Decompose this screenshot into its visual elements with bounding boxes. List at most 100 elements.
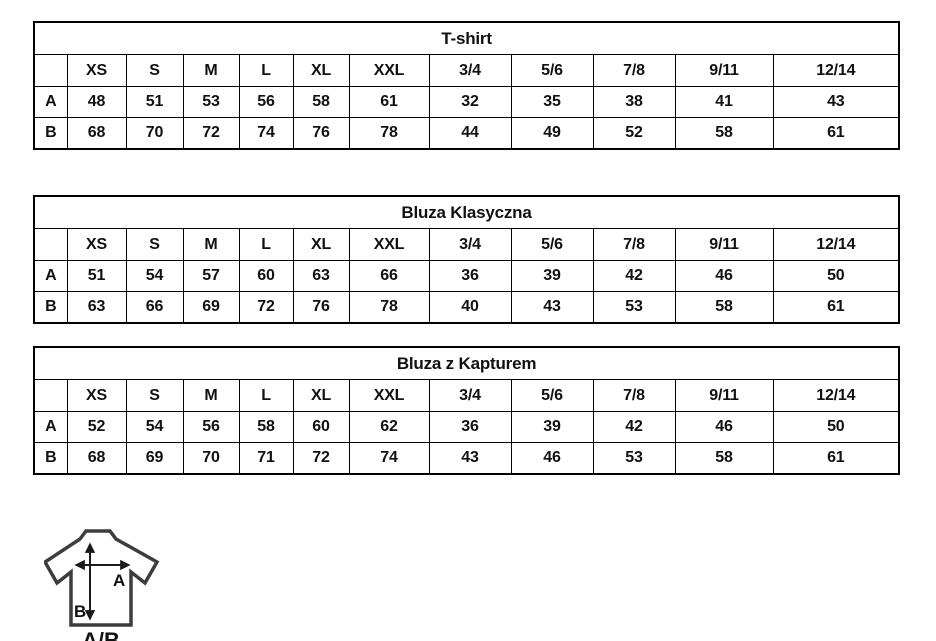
size-value: 57 (182, 260, 240, 292)
size-value: 43 (428, 442, 512, 475)
size-value: 53 (182, 86, 240, 118)
size-value: 46 (674, 411, 774, 443)
size-value: 60 (292, 411, 350, 443)
size-value: 40 (428, 291, 512, 324)
size-value: 39 (510, 260, 594, 292)
size-value: 58 (238, 411, 294, 443)
size-value: 36 (428, 411, 512, 443)
size-value: 50 (772, 260, 900, 292)
size-header: 7/8 (592, 54, 676, 87)
size-value: 72 (238, 291, 294, 324)
size-header: 12/14 (772, 54, 900, 87)
table-row: A 48 51 53 56 58 61 32 35 38 41 43 (33, 86, 900, 118)
size-value: 66 (348, 260, 430, 292)
size-header: S (125, 228, 184, 261)
size-value: 66 (125, 291, 184, 324)
table-row: B 68 70 72 74 76 78 44 49 52 58 61 (33, 117, 900, 150)
diagram-caption: A/B (82, 628, 120, 641)
size-header: 7/8 (592, 228, 676, 261)
row-label: A (33, 411, 68, 443)
size-header: L (238, 228, 294, 261)
size-header: L (238, 379, 294, 412)
size-value: 54 (125, 260, 184, 292)
size-value: 70 (125, 117, 184, 150)
size-header: XXL (348, 54, 430, 87)
size-value: 69 (182, 291, 240, 324)
size-value: 61 (772, 442, 900, 475)
table-title: T-shirt (33, 21, 900, 55)
size-value: 46 (674, 260, 774, 292)
table-row: A 52 54 56 58 60 62 36 39 42 46 50 (33, 411, 900, 443)
size-header: XS (66, 228, 127, 261)
size-value: 51 (125, 86, 184, 118)
size-value: 41 (674, 86, 774, 118)
size-header: XL (292, 379, 350, 412)
size-header: 9/11 (674, 54, 774, 87)
size-value: 62 (348, 411, 430, 443)
size-value: 58 (674, 442, 774, 475)
size-header: 3/4 (428, 54, 512, 87)
size-value: 63 (66, 291, 127, 324)
size-header: 5/6 (510, 54, 594, 87)
table-row: A 51 54 57 60 63 66 36 39 42 46 50 (33, 260, 900, 292)
size-value: 42 (592, 260, 676, 292)
size-header: 5/6 (510, 379, 594, 412)
row-label: B (33, 117, 68, 150)
size-value: 56 (238, 86, 294, 118)
size-value: 78 (348, 291, 430, 324)
size-header: XL (292, 228, 350, 261)
size-header: 12/14 (772, 228, 900, 261)
size-header: XS (66, 54, 127, 87)
size-header: 9/11 (674, 228, 774, 261)
size-table: Bluza z Kapturem XS S M L XL XXL 3/4 5/6 7/8 9/11 1… (33, 346, 901, 475)
size-tables: T-shirt XS S M L XL XXL 3/4 5/6 7/8 9/11 12/14 A 48 51… (0, 21, 936, 475)
corner-cell (33, 54, 68, 87)
size-header: XXL (348, 379, 430, 412)
table-title: Bluza Klasyczna (33, 195, 900, 229)
size-header: 5/6 (510, 228, 594, 261)
tshirt-outline (44, 529, 160, 627)
size-header: 7/8 (592, 379, 676, 412)
size-value: 44 (428, 117, 512, 150)
size-header: M (182, 228, 240, 261)
row-label: A (33, 86, 68, 118)
size-header: 3/4 (428, 228, 512, 261)
size-value: 68 (66, 117, 127, 150)
size-value: 46 (510, 442, 594, 475)
size-value: 60 (238, 260, 294, 292)
corner-cell (33, 228, 68, 261)
size-header: XL (292, 54, 350, 87)
size-header: S (125, 379, 184, 412)
size-header: XS (66, 379, 127, 412)
size-value: 39 (510, 411, 594, 443)
measurement-diagram: A B A/B (44, 528, 164, 641)
size-header: M (182, 379, 240, 412)
size-header: S (125, 54, 184, 87)
size-value: 76 (292, 291, 350, 324)
row-label: A (33, 260, 68, 292)
row-label: B (33, 291, 68, 324)
size-value: 42 (592, 411, 676, 443)
size-value: 58 (674, 117, 774, 150)
size-header: 9/11 (674, 379, 774, 412)
size-value: 72 (182, 117, 240, 150)
size-value: 74 (348, 442, 430, 475)
size-value: 38 (592, 86, 676, 118)
size-value: 35 (510, 86, 594, 118)
size-value: 52 (592, 117, 676, 150)
size-value: 54 (125, 411, 184, 443)
size-header: 3/4 (428, 379, 512, 412)
size-value: 53 (592, 442, 676, 475)
size-value: 61 (348, 86, 430, 118)
size-value: 51 (66, 260, 127, 292)
table-title: Bluza z Kapturem (33, 346, 900, 380)
size-value: 74 (238, 117, 294, 150)
size-header: 12/14 (772, 379, 900, 412)
size-value: 63 (292, 260, 350, 292)
size-table: T-shirt XS S M L XL XXL 3/4 5/6 7/8 9/11 12/14 A 48 51… (33, 21, 901, 150)
size-value: 43 (772, 86, 900, 118)
corner-cell (33, 379, 68, 412)
size-value: 61 (772, 117, 900, 150)
size-value: 43 (510, 291, 594, 324)
